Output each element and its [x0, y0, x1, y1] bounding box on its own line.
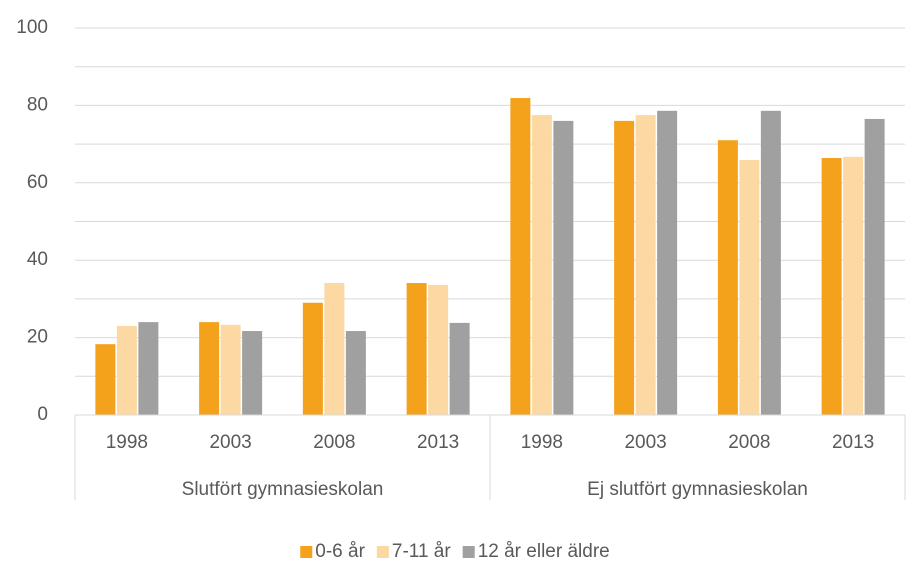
- x-tick-label: 2013: [832, 432, 874, 453]
- x-tick-label: 2013: [417, 432, 459, 453]
- bar: [760, 110, 781, 416]
- y-tick-label: 100: [16, 17, 48, 38]
- x-tick-label: 1998: [106, 432, 148, 453]
- bar: [302, 302, 323, 415]
- legend-swatch: [462, 546, 475, 558]
- bar: [614, 120, 635, 415]
- y-tick-label: 20: [27, 327, 48, 348]
- group-label: Ej slutfört gymnasieskolan: [587, 479, 808, 500]
- y-tick-label: 80: [27, 94, 48, 115]
- x-tick-label: 1998: [521, 432, 563, 453]
- bar: [199, 322, 220, 415]
- bar: [635, 115, 656, 415]
- bar: [739, 159, 760, 415]
- y-tick-label: 60: [27, 172, 48, 193]
- bar: [449, 322, 470, 415]
- bar: [406, 283, 427, 415]
- y-tick-label: 40: [27, 249, 48, 270]
- legend-label: 12 år eller äldre: [478, 541, 610, 562]
- bar: [657, 110, 678, 416]
- bar: [242, 331, 263, 415]
- bar: [864, 118, 885, 415]
- bar: [821, 158, 842, 416]
- bar: [220, 324, 241, 415]
- bar: [428, 284, 449, 415]
- x-tick-label: 2003: [624, 432, 666, 453]
- bar: [116, 325, 137, 415]
- x-tick-label: 2008: [728, 432, 770, 453]
- bar: [553, 120, 574, 415]
- group-label: Slutfört gymnasieskolan: [182, 479, 384, 500]
- x-tick-label: 2008: [313, 432, 355, 453]
- legend-label: 0-6 år: [315, 541, 365, 562]
- bar: [345, 331, 366, 415]
- legend-label: 7-11 år: [392, 541, 451, 562]
- y-tick-label: 0: [37, 404, 48, 425]
- bar: [95, 344, 116, 415]
- bar: [531, 115, 552, 415]
- bar: [324, 283, 345, 415]
- x-tick-label: 2003: [209, 432, 251, 453]
- legend-swatch: [376, 546, 389, 558]
- bar: [138, 322, 159, 415]
- bar: [510, 98, 531, 415]
- legend-swatch: [300, 546, 313, 558]
- bar: [717, 140, 738, 416]
- bar: [843, 156, 864, 415]
